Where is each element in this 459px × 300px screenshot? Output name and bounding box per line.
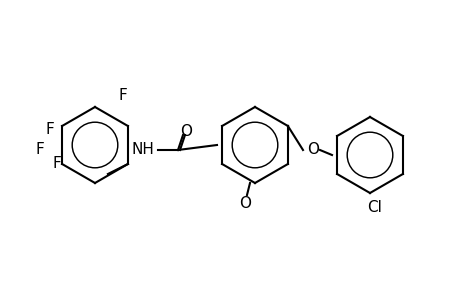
- Text: Cl: Cl: [367, 200, 381, 215]
- Text: O: O: [179, 124, 191, 140]
- Text: NH: NH: [131, 142, 154, 158]
- Text: O: O: [239, 196, 251, 211]
- Text: F: F: [45, 122, 54, 137]
- Text: F: F: [35, 142, 44, 158]
- Text: O: O: [306, 142, 318, 158]
- Text: F: F: [118, 88, 127, 103]
- Text: F: F: [52, 155, 61, 170]
